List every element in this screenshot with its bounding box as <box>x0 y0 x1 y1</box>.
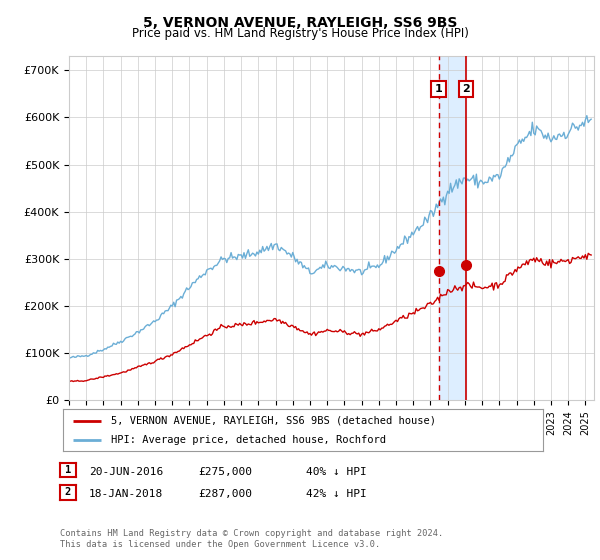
Text: 2: 2 <box>462 84 470 94</box>
Text: 5, VERNON AVENUE, RAYLEIGH, SS6 9BS (detached house): 5, VERNON AVENUE, RAYLEIGH, SS6 9BS (det… <box>111 416 436 426</box>
Text: 2: 2 <box>65 487 71 497</box>
Text: 40% ↓ HPI: 40% ↓ HPI <box>306 466 367 477</box>
Text: £287,000: £287,000 <box>198 489 252 499</box>
Text: 18-JAN-2018: 18-JAN-2018 <box>89 489 163 499</box>
Text: 1: 1 <box>65 465 71 475</box>
Text: 1: 1 <box>434 84 442 94</box>
Text: HPI: Average price, detached house, Rochford: HPI: Average price, detached house, Roch… <box>111 435 386 445</box>
Text: 5, VERNON AVENUE, RAYLEIGH, SS6 9BS: 5, VERNON AVENUE, RAYLEIGH, SS6 9BS <box>143 16 457 30</box>
Text: Contains HM Land Registry data © Crown copyright and database right 2024.
This d: Contains HM Land Registry data © Crown c… <box>60 529 443 549</box>
Text: £275,000: £275,000 <box>198 466 252 477</box>
Text: Price paid vs. HM Land Registry's House Price Index (HPI): Price paid vs. HM Land Registry's House … <box>131 27 469 40</box>
Text: 20-JUN-2016: 20-JUN-2016 <box>89 466 163 477</box>
Text: 42% ↓ HPI: 42% ↓ HPI <box>306 489 367 499</box>
Bar <box>439 56 466 400</box>
